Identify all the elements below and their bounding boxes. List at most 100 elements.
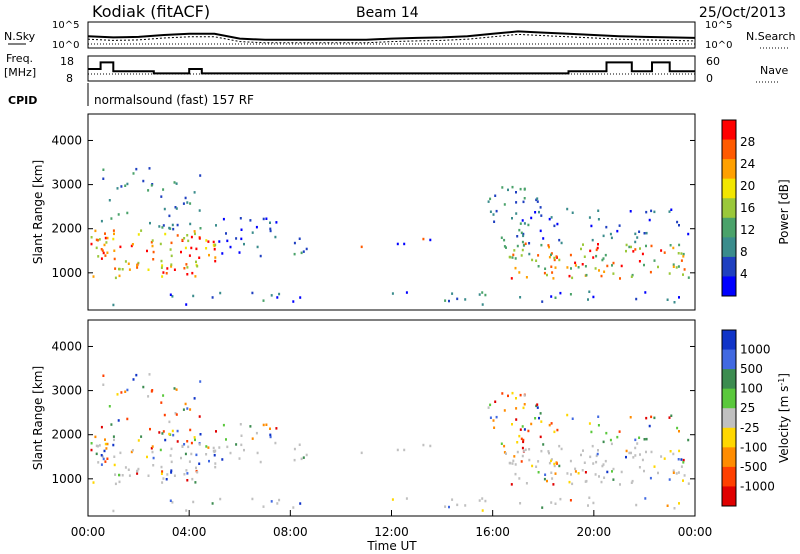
power-cell [214,256,217,259]
power-cell [538,210,540,214]
power-cell [598,269,600,272]
power-cell [95,246,98,250]
power-cell [175,182,178,185]
noise-search-line [87,33,696,44]
velocity-cell [186,479,189,482]
power-cell [118,267,120,271]
power-cell [170,265,173,268]
velocity-cell [521,425,524,428]
velocity-cell [180,456,182,460]
velocity-cell [160,465,163,469]
power-cell [551,271,554,274]
power-cell [136,264,138,267]
power-cell [516,235,519,238]
velocity-cell [218,446,221,449]
velocity-cell [256,451,259,455]
velocity-cell [278,498,281,502]
velocity-colorbar-frame [721,329,737,507]
power-cell [577,266,580,269]
freq-right-tick-top: 60 [706,55,720,68]
power-cell [185,263,188,266]
power-cell [196,265,199,268]
power-cell [305,247,308,251]
velocity-cell [668,478,671,481]
velocity-cell [235,443,238,446]
power-cell [668,210,671,213]
power-cell [523,222,526,225]
velocity-cell [105,447,108,450]
velocity-cell [628,451,631,455]
power-cell [527,223,530,227]
power-cell [274,235,277,239]
power-cell [215,224,217,227]
power-cell [176,223,179,227]
velocity-cell [102,383,105,386]
velocity-cell [495,415,498,419]
velocity-cell [215,430,217,433]
velocity-cell [600,480,603,484]
power-cell [505,246,507,249]
power-cell [162,271,165,274]
power-cell [511,185,514,189]
velocity-cell [518,477,521,480]
power-cell [571,211,574,214]
cpid-program: normalsound (fast) 157 RF [94,93,254,107]
velocity-cell [305,453,308,457]
velocity-cell [104,438,106,441]
velocity-cell [114,482,117,486]
velocity-cell [566,413,569,417]
velocity-cell [602,463,605,466]
velocity-colorbar-swatch-5 [722,427,736,448]
velocity-cell [569,499,572,502]
power-cell [550,252,553,255]
velocity-colorbar-tick-6: -500 [740,460,767,474]
power-cell [682,255,685,258]
velocity-cell [634,446,637,450]
velocity-cell [574,470,577,473]
power-cell [176,234,179,237]
power-cell [207,240,210,243]
velocity-cell [550,501,553,504]
power-cell [403,242,406,246]
velocity-cell [603,476,606,479]
power-cell [558,258,561,262]
power-cell [528,252,531,256]
noise-left-tick-top: 10^5 [52,20,79,31]
velocity-cell [551,477,554,480]
velocity-cell [493,426,496,429]
velocity-cell [171,501,174,504]
velocity-cell [554,502,557,505]
velocity-cell [596,452,599,456]
power-cell [243,242,245,246]
power-cell [298,237,301,240]
power-colorbar-swatch-3 [722,178,736,199]
power-cell [597,243,599,246]
power-cell [634,240,637,244]
velocity-cell [489,416,492,419]
power-cell [189,222,192,226]
power-cell [105,241,108,244]
power-colorbar-swatch-2 [722,159,736,180]
power-cell [240,228,243,231]
power-cell [221,252,224,255]
velocity-cell [560,447,563,451]
power-cell [606,264,609,268]
velocity-cell [677,471,680,474]
time-tick-label-3: 12:00 [374,525,409,539]
velocity-cell [113,463,116,467]
power-cell [299,296,302,299]
power-cell [212,243,215,247]
power-cell [90,242,93,246]
power-cell [478,293,481,296]
velocity-panel: 1000 2000 3000 4000 Slant Range [km] 1000 50… [31,319,791,553]
power-cell [645,210,648,214]
velocity-cell [666,504,669,507]
power-cell [112,237,115,241]
velocity-cell [137,439,140,442]
power-cell [269,227,272,231]
power-cell [550,265,553,268]
power-cell [638,230,641,233]
power-cell [547,244,550,247]
noise-right-tick-bottom: 10^0 [705,40,732,51]
power-cell [669,244,672,247]
